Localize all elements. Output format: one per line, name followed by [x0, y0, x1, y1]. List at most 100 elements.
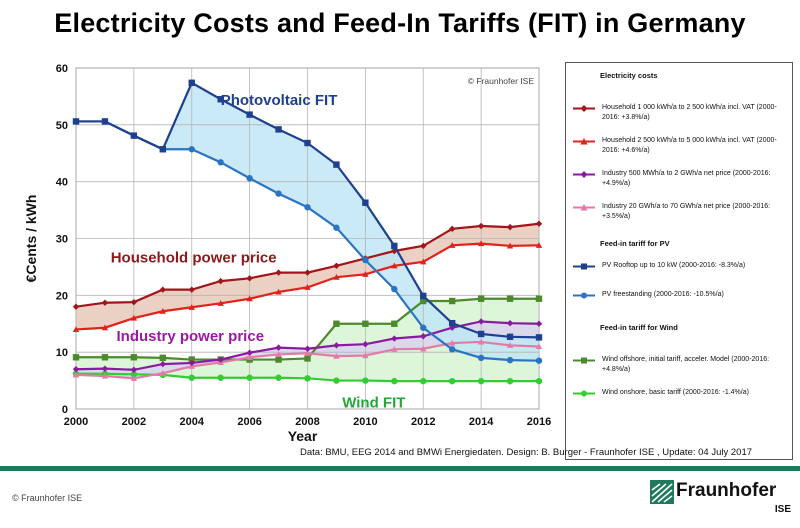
data-point	[391, 377, 398, 385]
data-point	[535, 357, 543, 364]
y-tick-label: 30	[56, 234, 68, 246]
legend-item: Industry 20 GWh/a to 70 GWh/a net price …	[572, 202, 790, 228]
data-point	[130, 375, 138, 381]
data-point	[477, 295, 485, 302]
y-tick-label: 40	[56, 177, 68, 189]
data-point	[188, 146, 195, 153]
data-point	[304, 139, 311, 147]
data-point	[101, 299, 109, 306]
data-point	[362, 271, 369, 277]
data-point	[506, 377, 514, 385]
fraunhofer-logo-icon	[650, 480, 674, 504]
data-point	[506, 319, 514, 327]
data-point	[188, 359, 195, 367]
y-tick-label: 10	[56, 347, 68, 359]
data-point	[188, 79, 195, 86]
data-point	[188, 356, 195, 363]
data-point	[333, 161, 340, 168]
data-point	[420, 242, 427, 250]
data-point	[246, 374, 253, 381]
data-point	[275, 351, 282, 357]
chart-copyright: © Fraunhofer ISE	[468, 76, 535, 86]
data-point	[333, 342, 340, 349]
series-pv-rooftop	[72, 79, 543, 341]
data-point	[391, 335, 398, 342]
data-point	[391, 320, 398, 327]
data-point	[275, 344, 282, 351]
data-point	[333, 273, 340, 280]
data-point	[72, 354, 80, 361]
logo-sub: ISE	[774, 504, 791, 515]
x-tick-label: 2002	[122, 416, 146, 428]
y-tick-label: 0	[62, 404, 68, 416]
legend-label: Wind offshore, initial tariff, acceler. …	[602, 356, 770, 373]
data-point	[275, 374, 282, 381]
series-household-a	[72, 220, 543, 310]
page-title: Electricity Costs and Feed-In Tariffs (F…	[54, 8, 746, 38]
data-point	[506, 223, 514, 231]
legend-header: Feed-in tariff for PV	[600, 239, 670, 248]
data-point	[506, 342, 514, 348]
data-point	[275, 269, 282, 276]
data-point	[217, 277, 224, 285]
data-point	[535, 377, 543, 385]
y-tick-label: 50	[56, 120, 68, 132]
data-point	[304, 284, 311, 290]
data-point	[159, 286, 167, 293]
data-point	[333, 377, 340, 384]
data-point	[217, 96, 224, 103]
legend-label: Industry 500 MWh/a to 2 GWh/a net price …	[602, 170, 771, 187]
data-point	[159, 360, 167, 368]
data-point	[477, 240, 485, 247]
series-wind-off	[72, 295, 543, 363]
data-point	[448, 339, 456, 346]
data-point	[217, 374, 224, 381]
data-point	[333, 352, 340, 359]
data-point	[246, 275, 253, 282]
x-tick-label: 2012	[411, 416, 435, 428]
data-point	[535, 320, 543, 327]
data-point	[477, 338, 485, 345]
data-point	[477, 222, 485, 230]
data-point	[333, 320, 340, 327]
legend-item: Industry 500 MWh/a to 2 GWh/a net price …	[572, 169, 790, 195]
series-household-b	[72, 240, 543, 332]
data-point	[217, 159, 224, 166]
data-point	[304, 350, 311, 356]
data-point	[506, 333, 514, 341]
data-point	[420, 297, 427, 305]
data-point	[506, 356, 514, 364]
data-point	[535, 220, 543, 227]
data-point	[448, 346, 456, 353]
series-industry-b	[72, 338, 543, 381]
data-point	[246, 354, 253, 360]
data-point	[188, 286, 195, 293]
data-point	[217, 300, 224, 306]
data-point	[130, 298, 138, 306]
data-point	[448, 297, 456, 305]
data-point	[333, 262, 340, 269]
legend-item: Household 1 000 kWh/a to 2 500 kWh/a inc…	[572, 103, 790, 129]
data-point	[130, 132, 138, 139]
data-point	[130, 371, 138, 378]
data-point	[72, 371, 80, 378]
data-point	[420, 258, 427, 265]
data-point	[72, 118, 80, 125]
data-point	[477, 318, 485, 325]
data-point	[188, 374, 195, 381]
data-point	[304, 355, 311, 362]
data-point	[506, 295, 514, 302]
logo-word: Fraunhofer	[676, 480, 777, 501]
legend-swatch	[573, 204, 595, 211]
annotation-label: Industry power price	[117, 328, 265, 345]
legend-item: Wind onshore, basic tariff (2000-2016: -…	[572, 388, 790, 414]
legend-item: PV Rooftop up to 10 kW (2000-2016: -8.3%…	[572, 261, 790, 287]
y-axis-title: €Cents / kWh	[23, 195, 39, 283]
x-tick-label: 2004	[180, 416, 205, 428]
data-point	[391, 242, 398, 250]
data-point	[506, 242, 514, 249]
data-point	[477, 354, 485, 362]
legend-swatch	[573, 292, 595, 299]
x-tick-label: 2008	[295, 416, 319, 428]
data-point	[477, 330, 485, 338]
